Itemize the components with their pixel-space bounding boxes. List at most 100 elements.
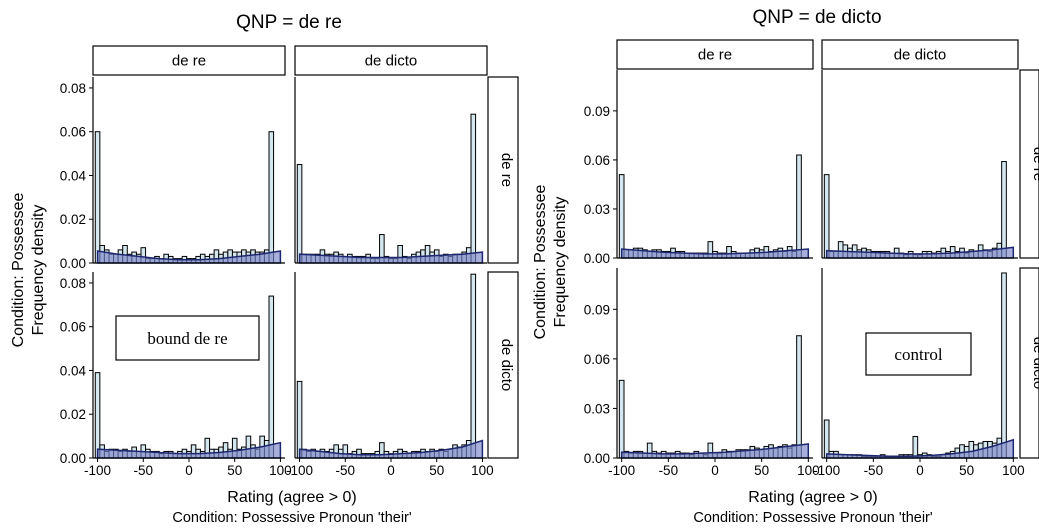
facet-panel <box>294 77 487 264</box>
x-tick-label: 50 <box>227 463 242 478</box>
y-tick-label: 0.06 <box>60 320 86 335</box>
histogram-bar <box>268 131 275 264</box>
x-axis-sublabel: Condition: Possessive Pronoun 'their' <box>693 510 933 526</box>
row-strip <box>1019 69 1039 259</box>
x-tick-label: 0 <box>711 463 719 478</box>
y-tick-label: 0.03 <box>584 401 610 416</box>
x-tick-label: -50 <box>864 463 884 478</box>
histogram-bar <box>470 113 477 264</box>
facet-panel: 0.00 0.03 0.06 0.09 <box>584 70 813 266</box>
x-tick-label: -100 <box>608 463 635 478</box>
x-axis-label: Rating (agree > 0) <box>748 489 877 506</box>
histogram-bar <box>470 273 477 459</box>
histogram-bar <box>94 131 101 264</box>
facet-panel: 0.00 0.02 0.04 0.06 0.08 -100 -50 0 50 100 <box>60 272 292 478</box>
histogram-bar <box>296 380 303 459</box>
y-tick-label: 0.02 <box>60 407 86 422</box>
column-strip-label: de re <box>172 53 206 70</box>
density-curve <box>96 250 282 264</box>
histogram-bar <box>796 335 802 459</box>
x-tick-label: 0 <box>387 463 395 478</box>
histogram-bar <box>296 164 303 264</box>
x-axis-sublabel: Condition: Possessive Pronoun 'their' <box>172 510 412 526</box>
x-tick-label: -100 <box>286 463 313 478</box>
y-tick-label: 0.06 <box>584 153 610 168</box>
facet-panel: 0.00 0.03 0.06 0.09 -100 -50 0 50 100 <box>584 268 820 478</box>
y-tick-label: 0.00 <box>60 256 86 271</box>
y-tick-label: 0.08 <box>60 81 86 96</box>
x-tick-label: 100 <box>471 463 494 478</box>
histogram-bar <box>1001 272 1007 459</box>
annotation-text: bound de re <box>147 329 227 348</box>
y-tick-label: 0.09 <box>584 104 610 119</box>
facet-panel: -100 -50 0 50 100 <box>813 268 1025 478</box>
density-curve <box>298 251 484 264</box>
annotation-box: bound de re <box>115 315 260 361</box>
density-curve <box>96 441 282 459</box>
y-axis-sublabel: Frequency density <box>30 205 47 336</box>
x-tick-label: -100 <box>84 463 111 478</box>
x-tick-label: 0 <box>916 463 924 478</box>
row-strip-label: de re <box>1030 147 1039 181</box>
annotation-box: control <box>865 332 972 376</box>
x-tick-label: -100 <box>813 463 840 478</box>
x-tick-label: 50 <box>429 463 444 478</box>
y-tick-label: 0.00 <box>60 451 86 466</box>
histogram-bar <box>94 372 101 459</box>
y-tick-label: 0.04 <box>60 363 87 378</box>
x-tick-label: 100 <box>1002 463 1025 478</box>
y-tick-label: 0.00 <box>584 451 610 466</box>
facet-panel: -100 -50 0 50 100 <box>286 272 494 478</box>
chart-title: QNP = de dicto <box>752 7 881 28</box>
density-curve <box>825 246 1015 259</box>
column-strip <box>616 39 814 70</box>
row-strip-label: de dicto <box>1030 337 1039 390</box>
x-tick-label: -50 <box>134 463 154 478</box>
histogram-bar <box>618 174 625 259</box>
y-tick-label: 0.04 <box>60 168 87 183</box>
density-curve <box>620 443 810 459</box>
y-tick-label: 0.00 <box>584 251 610 266</box>
y-tick-label: 0.08 <box>60 276 86 291</box>
row-strip-label: de re <box>498 153 515 187</box>
column-strip <box>294 45 488 76</box>
y-axis-sublabel: Frequency density <box>552 197 569 328</box>
annotation-text: control <box>894 345 942 364</box>
x-tick-label: 100 <box>797 463 820 478</box>
x-tick-label: 50 <box>754 463 769 478</box>
x-tick-label: 50 <box>959 463 974 478</box>
x-tick-label: 100 <box>269 463 292 478</box>
x-axis-label: Rating (agree > 0) <box>227 489 356 506</box>
column-strip <box>92 45 286 76</box>
column-strip-label: de dicto <box>894 47 947 64</box>
facet-panel <box>821 70 1018 259</box>
column-strip <box>821 39 1019 70</box>
density-curve <box>825 438 1015 459</box>
y-tick-label: 0.06 <box>60 125 86 140</box>
column-strip-label: de dicto <box>365 53 418 70</box>
row-strip <box>487 76 519 264</box>
x-tick-label: -50 <box>336 463 356 478</box>
y-tick-label: 0.09 <box>584 302 610 317</box>
y-tick-label: 0.06 <box>584 352 610 367</box>
x-tick-label: -50 <box>659 463 679 478</box>
histogram-bar <box>823 419 830 459</box>
histogram-bar <box>912 436 919 459</box>
y-axis-label: Condition: Possessee <box>10 193 27 348</box>
y-axis-label: Condition: Possessee <box>532 185 549 340</box>
density-curve <box>620 248 810 259</box>
histogram-bar <box>268 295 275 459</box>
annotation-frame <box>865 332 972 376</box>
facet-panel: 0.00 0.02 0.04 0.06 0.08 <box>60 77 285 271</box>
row-strip-label: de dicto <box>498 339 515 392</box>
histogram-bar <box>796 154 802 259</box>
density-curve <box>298 439 484 459</box>
histogram-bar <box>823 174 830 259</box>
y-tick-label: 0.02 <box>60 212 86 227</box>
row-strip <box>1019 267 1039 459</box>
column-strip-label: de re <box>698 47 732 64</box>
row-strip <box>487 271 519 459</box>
x-tick-label: 0 <box>185 463 193 478</box>
annotation-frame <box>115 315 260 361</box>
